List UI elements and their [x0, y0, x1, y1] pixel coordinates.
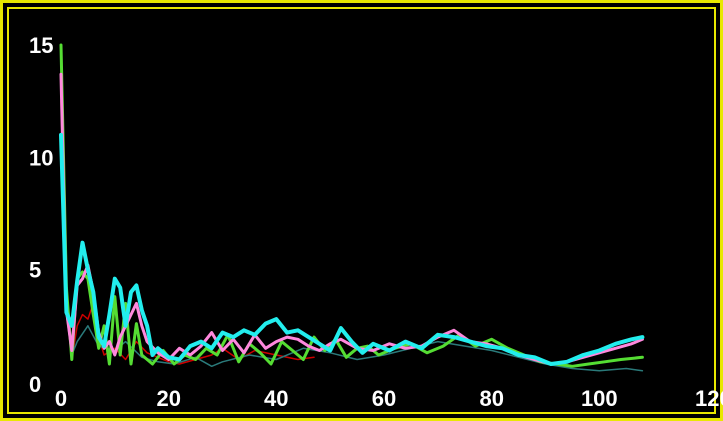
x-tick-label: 20: [156, 386, 180, 411]
axis-layer: 0 20 40 60 80 100 120 0 5 10 15: [29, 33, 723, 411]
x-tick-label: 80: [479, 386, 503, 411]
y-tick-label: 5: [29, 258, 41, 283]
y-tick-label: 0: [29, 372, 41, 397]
x-tick-label: 100: [581, 386, 618, 411]
y-tick-label: 15: [29, 33, 53, 58]
x-tick-label: 0: [55, 386, 67, 411]
x-tick-label: 40: [264, 386, 288, 411]
series-line-4: [59, 72, 644, 366]
x-tick-label: 60: [372, 386, 396, 411]
series-line-5: [59, 132, 645, 366]
series-layer: [59, 43, 645, 372]
y-tick-label: 10: [29, 145, 53, 170]
series-line-3: [59, 43, 644, 368]
x-tick-label: 120: [695, 386, 723, 411]
series-line-2: [60, 134, 644, 372]
